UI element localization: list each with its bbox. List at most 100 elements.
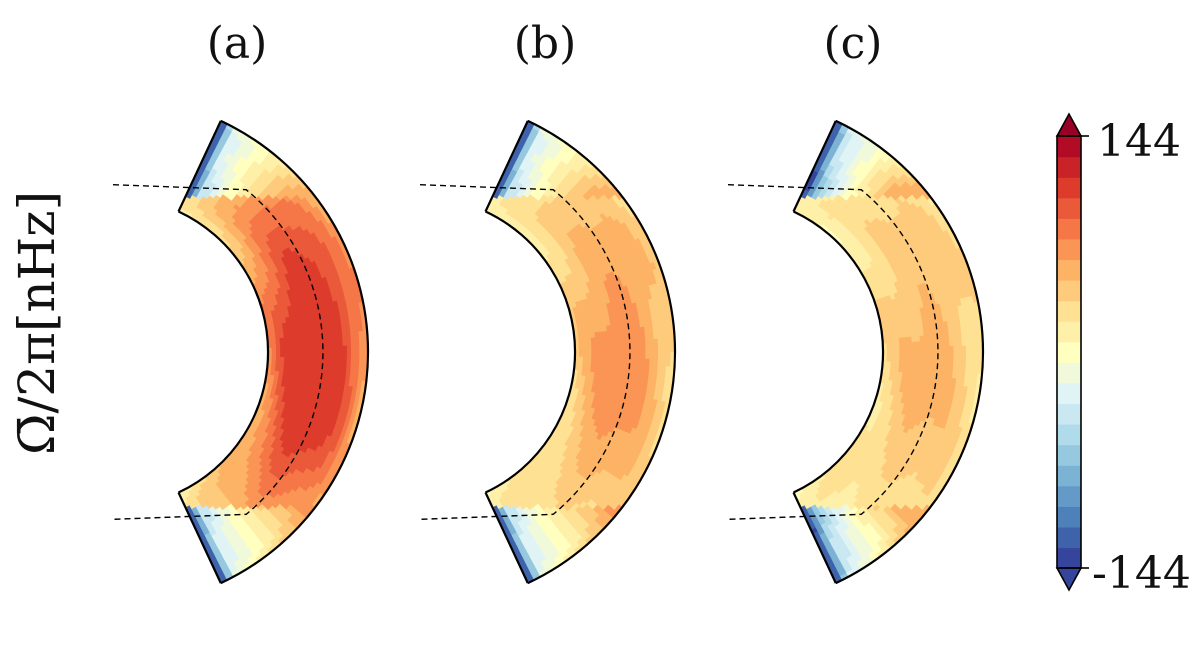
contour-cell xyxy=(911,351,917,358)
contour-cell xyxy=(586,356,592,363)
contour-cell xyxy=(616,340,622,347)
contour-cell xyxy=(308,334,314,342)
contour-cell xyxy=(915,362,921,369)
contour-cell xyxy=(607,340,613,348)
contour-cell xyxy=(932,345,938,353)
contour-cell xyxy=(616,345,622,353)
contour-cell xyxy=(317,351,323,359)
contour-cell xyxy=(342,345,348,353)
contour-cell xyxy=(287,361,294,368)
contour-cell xyxy=(578,351,584,357)
north-edge xyxy=(177,120,222,212)
contour-cell xyxy=(288,341,294,348)
contour-cell xyxy=(927,363,934,370)
contour-cell xyxy=(657,351,663,360)
contour-cell xyxy=(903,341,909,348)
contour-cell xyxy=(275,342,281,348)
contour-cell xyxy=(607,356,613,364)
contour-cell xyxy=(653,351,659,360)
contour-cell xyxy=(903,356,909,363)
contour-cell xyxy=(894,332,900,339)
contour-cell xyxy=(907,356,913,363)
contour-cell xyxy=(317,345,323,353)
contour-cell xyxy=(611,334,617,342)
contour-cell xyxy=(586,365,592,372)
contour-cell xyxy=(305,351,311,358)
contour-cell xyxy=(284,356,290,363)
contour-cell xyxy=(911,362,917,369)
contour-cell xyxy=(308,362,314,370)
contour-cell xyxy=(902,336,909,343)
contour-cell xyxy=(338,358,344,366)
contour-cell xyxy=(595,346,601,353)
contour-cell xyxy=(346,351,352,360)
contour-cell xyxy=(275,346,281,353)
contour-cell xyxy=(915,340,921,348)
contour-cell xyxy=(346,338,352,346)
contour-cell xyxy=(907,346,913,353)
contour-cell xyxy=(342,338,348,346)
contour-cell xyxy=(578,337,584,344)
contour-cell xyxy=(359,351,365,360)
contour-cell xyxy=(300,351,306,358)
contour-cell xyxy=(649,345,655,353)
contour-cell xyxy=(577,333,584,339)
contour-cell xyxy=(292,356,298,363)
contour-cell xyxy=(304,340,310,347)
contour-cell xyxy=(620,351,626,359)
contour-cell xyxy=(927,334,934,341)
contour-cell xyxy=(312,334,319,341)
contour-cell xyxy=(591,351,597,358)
contour-cell xyxy=(665,358,672,367)
contour-cell xyxy=(898,336,904,343)
contour-cell xyxy=(644,332,650,340)
contour-cell xyxy=(304,334,310,342)
contour-cell xyxy=(931,333,938,341)
contour-cell xyxy=(612,351,618,358)
contour-cell xyxy=(271,356,277,362)
contour-cell xyxy=(645,338,651,346)
meridional-panel-2 xyxy=(419,119,677,585)
contour-cell xyxy=(275,356,281,362)
contour-cell xyxy=(657,344,663,353)
contour-cell xyxy=(300,340,306,348)
contour-cell xyxy=(607,351,613,358)
contour-cell xyxy=(595,356,601,363)
contour-cell xyxy=(287,336,294,343)
contour-cell xyxy=(932,339,938,347)
contour-cell xyxy=(932,351,938,359)
contour-cell xyxy=(915,356,921,364)
contour-cell xyxy=(665,337,672,346)
contour-cell xyxy=(599,346,605,353)
contour-cell xyxy=(333,338,340,347)
contour-cell xyxy=(619,334,626,341)
contour-cell xyxy=(270,333,277,339)
contour-cell xyxy=(586,361,592,367)
contour-cell xyxy=(313,351,319,359)
contour-cell xyxy=(346,344,352,353)
contour-cell xyxy=(599,351,605,358)
contour-cell xyxy=(928,345,934,353)
contour-cell xyxy=(279,337,285,343)
contour-cell xyxy=(279,356,285,363)
contour-cell xyxy=(595,351,601,358)
contour-cell xyxy=(587,351,593,358)
contour-cell xyxy=(330,345,336,353)
contour-cell xyxy=(586,337,592,343)
contour-cell xyxy=(350,337,356,346)
contour-cell xyxy=(649,351,655,359)
contour-cell xyxy=(611,357,617,364)
contour-cell xyxy=(924,357,930,364)
contour-cell xyxy=(305,346,311,353)
contour-cell xyxy=(582,351,588,358)
contour-cell xyxy=(919,362,925,370)
contour-cell xyxy=(615,334,621,342)
contour-cell xyxy=(902,361,909,368)
contour-cell xyxy=(309,351,315,359)
contour-cell xyxy=(296,346,302,353)
meridional-panel-1 xyxy=(112,119,370,585)
contour-cell xyxy=(899,356,905,363)
contour-cell xyxy=(886,337,892,344)
contour-cell xyxy=(624,339,630,347)
